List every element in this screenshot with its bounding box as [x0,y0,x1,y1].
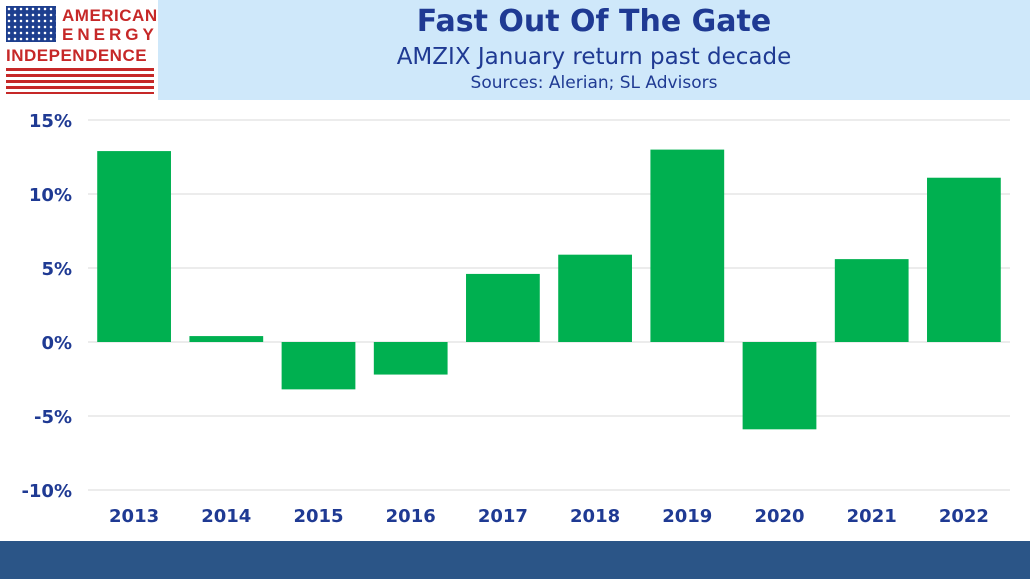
bar-2020 [742,342,817,430]
bar-2021 [834,259,909,342]
american-energy-independence-logo: AMERICAN ENERGY INDEPENDENCE [6,6,157,94]
x-tick-label: 2021 [847,506,897,527]
chart-subtitle: AMZIX January return past decade [396,44,792,70]
x-tick-label: 2020 [754,506,804,527]
logo-line-1: AMERICAN [62,6,158,25]
footer-bar [0,541,1030,579]
logo-line-3: INDEPENDENCE [6,46,148,65]
chart-source: Sources: Alerian; SL Advisors [470,73,718,93]
bar-2022 [927,177,1001,342]
bar-2018 [558,254,632,342]
y-tick-label: -10% [21,481,72,502]
x-tick-label: 2015 [293,506,343,527]
bar-2019 [650,149,725,342]
x-tick-label: 2022 [939,506,989,527]
x-tick-label: 2016 [386,506,436,527]
bar-2013 [97,151,171,342]
bar-2014 [189,336,264,342]
y-tick-label: 10% [29,185,72,206]
y-tick-label: 15% [29,111,72,132]
bar-2015 [281,342,356,390]
y-tick-label: -5% [34,407,72,428]
y-tick-label: 0% [41,333,72,354]
logo-stripes [6,68,154,94]
x-tick-label: 2019 [662,506,712,527]
chart-title: Fast Out Of The Gate [416,4,772,39]
logo-line-2: ENERGY [62,25,158,44]
x-tick-label: 2018 [570,506,620,527]
bar-2016 [373,342,448,375]
bar-chart: 15% 10% 5% 0% -5% -10% 2013 2014 2015 2016 2017 201… [21,111,1010,527]
bar-2017 [466,273,540,342]
x-tick-label: 2017 [478,506,528,527]
header-banner: Fast Out Of The Gate AMZIX January retur… [158,0,1030,100]
us-flag-icon [6,6,56,42]
x-tick-label: 2014 [201,506,251,527]
y-tick-label: 5% [41,259,72,280]
x-tick-label: 2013 [109,506,159,527]
